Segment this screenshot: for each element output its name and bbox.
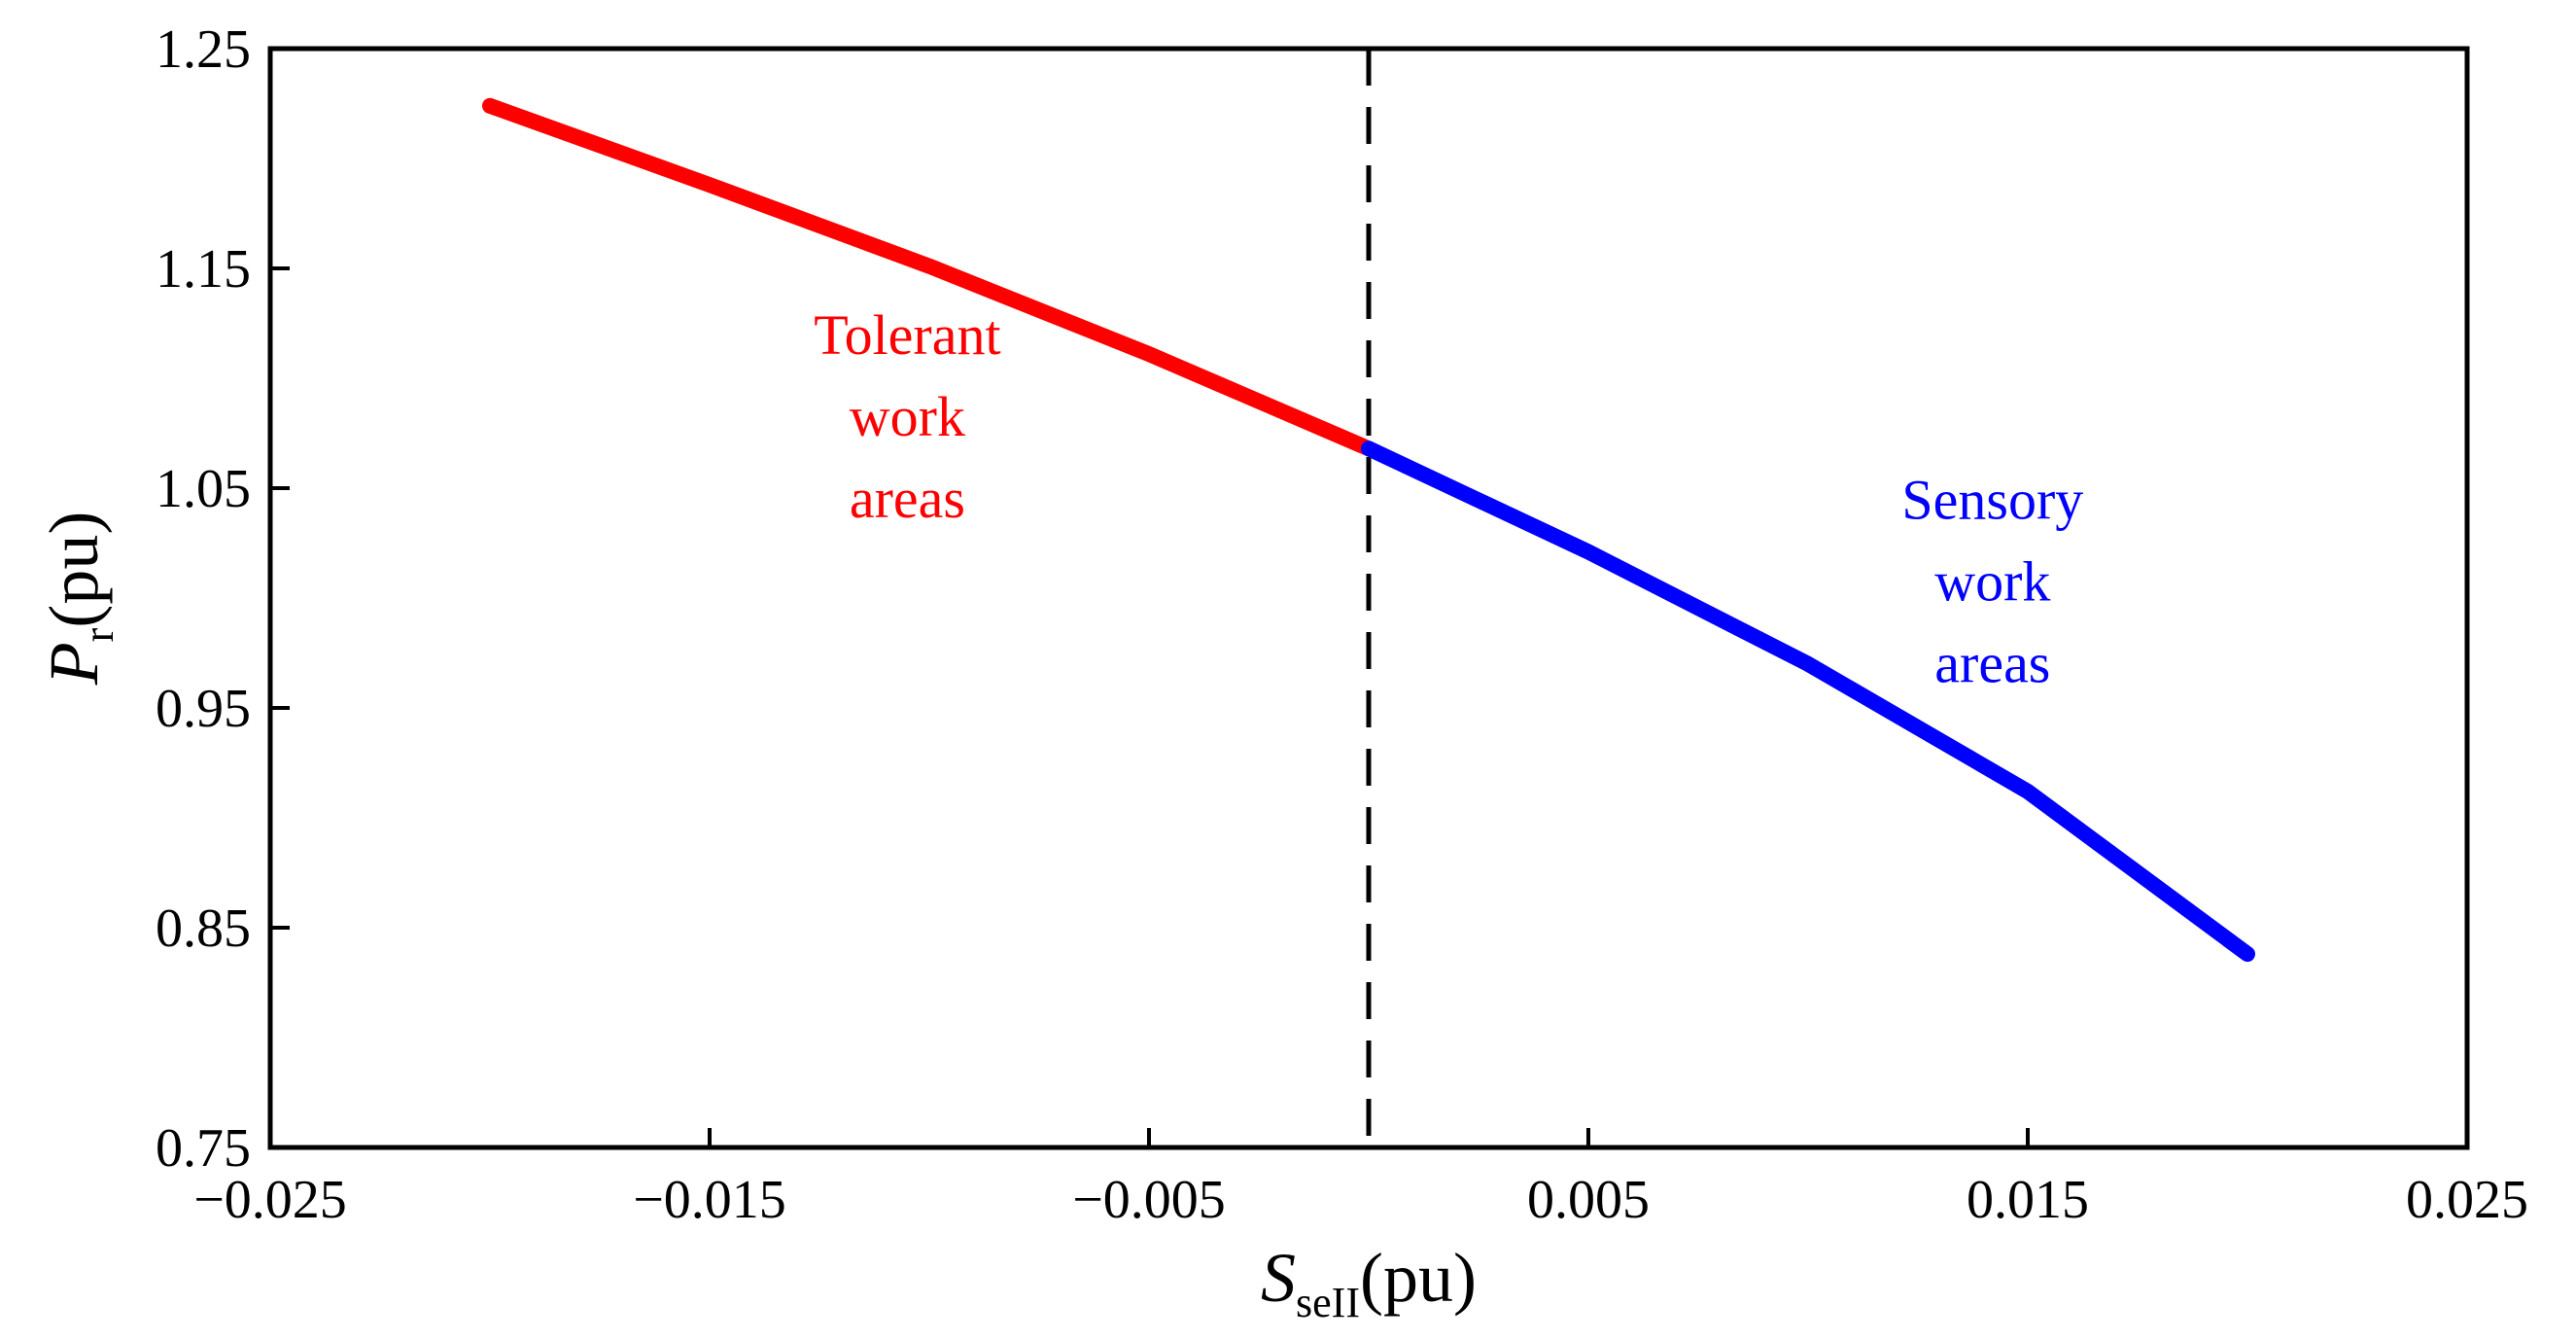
x-tick-label: 0.005 — [1527, 1170, 1650, 1230]
sensory-annotation-line: work — [1934, 550, 2050, 614]
series — [482, 49, 2255, 1147]
x-tick-label: −0.005 — [1072, 1170, 1226, 1230]
y-tick-label: 1.15 — [156, 239, 251, 300]
y-axis-title-sub: r — [75, 627, 122, 642]
y-axis-title: Pr(pu) — [35, 511, 122, 687]
x-axis-title-main: S — [1261, 1239, 1296, 1317]
tolerant-annotation: Tolerant work areas — [814, 303, 1000, 530]
y-tick-label: 0.75 — [156, 1118, 251, 1179]
x-axis-title-sub: seII — [1296, 1279, 1360, 1326]
x-tick-label: 0.015 — [1967, 1170, 2089, 1230]
tolerant-series-line — [482, 97, 1376, 457]
tolerant-annotation-line: Tolerant — [814, 303, 1000, 367]
ticks: −0.025 −0.015 −0.005 0.005 0.015 0.025 0.75 0.8… — [156, 19, 2528, 1230]
y-axis-title-unit: (pu) — [35, 511, 113, 628]
x-axis-title: SseII(pu) — [1261, 1239, 1477, 1326]
x-tick-label: 0.025 — [2406, 1170, 2528, 1230]
y-axis-title-main: P — [35, 642, 113, 686]
y-tick-label: 1.05 — [156, 459, 251, 519]
y-tick-label: 0.85 — [156, 899, 251, 959]
annotations: Tolerant work areas Sensory work areas — [814, 303, 2083, 695]
y-tick-label: 0.95 — [156, 679, 251, 739]
y-tick-label: 1.25 — [156, 19, 251, 80]
tolerant-annotation-line: areas — [850, 467, 965, 530]
sensory-annotation-line: areas — [1934, 632, 2050, 695]
sensory-annotation: Sensory work areas — [1901, 469, 2083, 695]
sensory-series-line — [1361, 441, 2255, 963]
sensory-annotation-line: Sensory — [1901, 469, 2083, 532]
x-tick-label: −0.025 — [193, 1170, 347, 1230]
x-axis-title-unit: (pu) — [1360, 1239, 1477, 1317]
x-tick-label: −0.015 — [633, 1170, 786, 1230]
tolerant-annotation-line: work — [850, 385, 965, 448]
